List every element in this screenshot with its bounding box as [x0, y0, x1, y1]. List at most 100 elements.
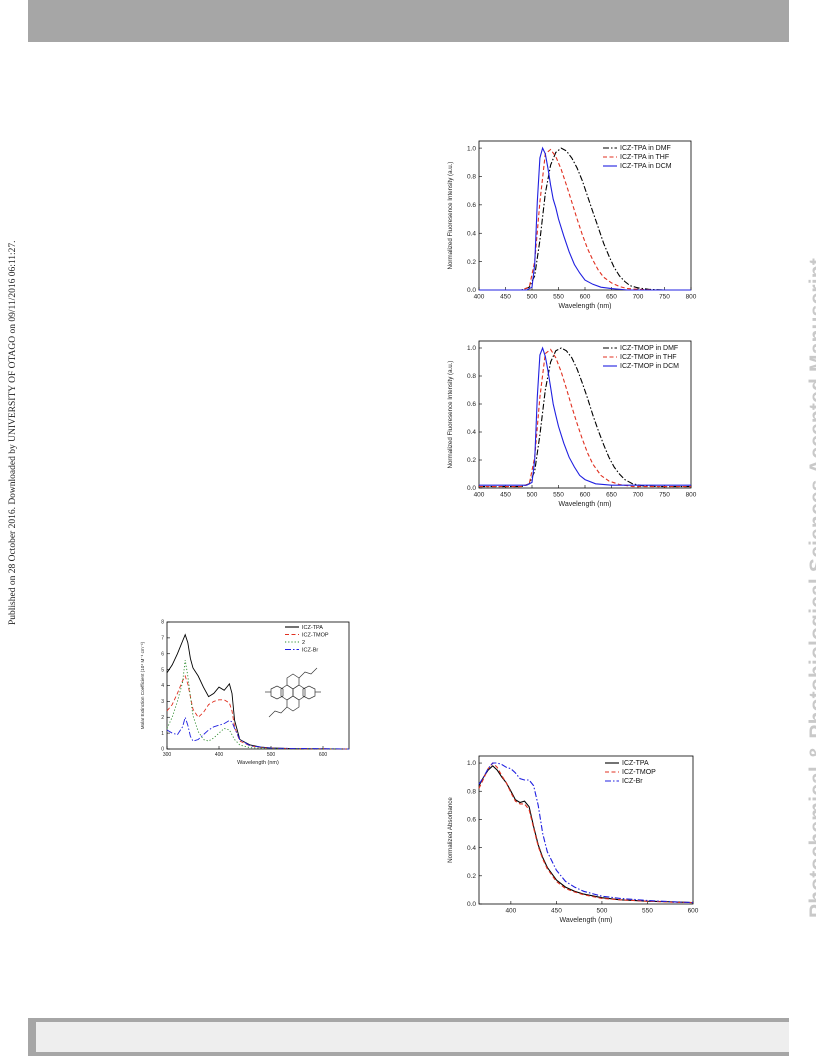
y-tick-label: 0.0 — [467, 901, 476, 908]
y-axis-label: Normalized Fluoresence Intensity (a.u.) — [447, 361, 454, 469]
chart-molar-absorption: 300 400 500 600 0 1 2 3 4 5 6 7 8 Wavelength (nm) Mola… — [140, 620, 350, 766]
series-line-2 — [479, 348, 691, 488]
y-tick-label: 0.2 — [467, 457, 476, 464]
chart-fluorescence-tpa: 400 450 500 550 600 650 700 750 800 0.0 0.2 0.4 0.6 0… — [447, 140, 697, 310]
series-line-1 — [166, 633, 350, 750]
x-tick-label: 400 — [215, 752, 224, 758]
figure-fluorescence-tmop: 400 450 500 550 600 650 700 750 800 0.0 0.2 0.4 0.6 0… — [443, 331, 700, 517]
series-line-3 — [478, 762, 694, 904]
x-tick-label: 400 — [474, 294, 485, 301]
series-line-2 — [478, 762, 694, 904]
x-tick-label: 800 — [686, 492, 697, 499]
series-line-2 — [166, 674, 350, 750]
x-axis-label: Wavelength (nm) — [558, 501, 611, 508]
y-tick-label: 1.0 — [467, 760, 476, 767]
x-tick-label: 500 — [527, 294, 538, 301]
legend-label: ICZ-TPA in DCM — [620, 163, 672, 170]
x-tick-label: 300 — [163, 752, 172, 758]
x-tick-label: 600 — [319, 752, 328, 758]
x-tick-label: 450 — [500, 492, 511, 499]
series-line-4 — [166, 715, 350, 750]
x-tick-label: 600 — [580, 492, 591, 499]
y-tick-label: 1.0 — [467, 345, 476, 352]
series-line-1 — [479, 347, 691, 488]
y-tick-label: 8 — [161, 620, 164, 626]
series-line-2 — [479, 148, 691, 291]
y-tick-label: 1.0 — [467, 145, 476, 152]
x-tick-label: 450 — [500, 294, 511, 301]
x-tick-label: 500 — [527, 492, 538, 499]
y-axis-label: Normalized Fluoresence Intensity (a.u.) — [447, 162, 454, 270]
legend-label: ICZ-TMOP in DMF — [620, 345, 678, 352]
x-tick-label: 800 — [686, 294, 697, 301]
series-line-1 — [478, 765, 694, 904]
legend-label: ICZ-TMOP in DCM — [620, 363, 679, 370]
y-axis-label: Molar Extinction Coefficient (10⁴ M⁻¹ cm… — [140, 641, 145, 729]
x-tick-label: 500 — [267, 752, 276, 758]
x-tick-label: 600 — [580, 294, 591, 301]
y-tick-label: 1 — [161, 731, 164, 737]
series-line-3 — [479, 346, 691, 486]
y-tick-label: 0.2 — [467, 259, 476, 266]
series-line-1 — [479, 147, 691, 291]
molecule-structure — [265, 667, 321, 718]
y-tick-label: 0.4 — [467, 230, 476, 237]
x-tick-label: 650 — [606, 492, 617, 499]
y-tick-label: 0.2 — [467, 873, 476, 880]
legend-label: ICZ-TMOP — [622, 769, 656, 776]
x-tick-label: 400 — [505, 908, 516, 915]
legend-label: ICZ-TPA in DMF — [620, 145, 671, 152]
y-tick-label: 0.8 — [467, 373, 476, 380]
x-tick-label: 500 — [597, 908, 608, 915]
figure-fluorescence-tpa: 400 450 500 550 600 650 700 750 800 0.0 0.2 0.4 0.6 0… — [443, 131, 700, 317]
y-tick-label: 0.4 — [467, 429, 476, 436]
plot-frame — [478, 755, 694, 905]
series-line-3 — [166, 660, 350, 750]
x-axis-label: Wavelength (nm) — [237, 760, 279, 766]
x-tick-label: 750 — [659, 492, 670, 499]
y-tick-label: 6 — [161, 651, 164, 657]
y-tick-label: 0.4 — [467, 845, 476, 852]
y-tick-label: 0 — [161, 747, 164, 753]
figure-molar-absorption: 300 400 500 600 0 1 2 3 4 5 6 7 8 Wavelength (nm) Mola… — [137, 612, 354, 772]
y-axis-label: Normalized Absorbance — [447, 797, 454, 863]
y-tick-label: 2 — [161, 715, 164, 721]
legend-label: ICZ-TPA — [622, 760, 649, 767]
legend-label: ICZ-Br — [622, 778, 643, 785]
x-tick-label: 400 — [474, 492, 485, 499]
x-tick-label: 450 — [551, 908, 562, 915]
x-tick-label: 550 — [553, 492, 564, 499]
y-tick-label: 3 — [161, 699, 164, 705]
legend-label: ICZ-TMOP in THF — [620, 354, 677, 361]
x-tick-label: 600 — [688, 908, 699, 915]
x-tick-label: 700 — [633, 294, 644, 301]
x-tick-label: 550 — [642, 908, 653, 915]
chart-fluorescence-tmop: 400 450 500 550 600 650 700 750 800 0.0 0.2 0.4 0.6 0… — [447, 340, 697, 508]
chart-normalized-absorbance: 400 450 500 550 600 0.0 0.2 0.4 0.6 0.8 1.0 Wavelen… — [447, 755, 699, 924]
journal-watermark: Photochemical & Photobiological Sciences… — [806, 257, 816, 918]
plot-frame — [166, 621, 350, 750]
legend-label: 2 — [302, 640, 305, 646]
series-line-3 — [479, 146, 691, 291]
legend-label: ICZ-TMOP — [302, 633, 329, 639]
y-tick-label: 0.8 — [467, 788, 476, 795]
y-tick-label: 0.0 — [467, 287, 476, 294]
y-tick-label: 0.6 — [467, 817, 476, 824]
x-tick-label: 700 — [633, 492, 644, 499]
footer-panel — [36, 1022, 789, 1052]
y-tick-label: 0.0 — [467, 485, 476, 492]
x-axis-label: Wavelength (nm) — [559, 917, 612, 924]
legend-label: ICZ-Br — [302, 648, 318, 654]
y-tick-label: 5 — [161, 667, 164, 673]
y-tick-label: 7 — [161, 636, 164, 642]
publication-note: Published on 28 October 2016. Downloaded… — [8, 240, 18, 626]
y-tick-label: 0.6 — [467, 202, 476, 209]
y-tick-label: 0.6 — [467, 401, 476, 408]
x-tick-label: 650 — [606, 294, 617, 301]
y-tick-label: 4 — [161, 683, 164, 689]
x-axis-label: Wavelength (nm) — [558, 303, 611, 310]
legend-label: ICZ-TPA — [302, 625, 323, 631]
header-bar — [28, 0, 789, 42]
figure-normalized-absorbance: 400 450 500 550 600 0.0 0.2 0.4 0.6 0.8 1.0 Wavelen… — [443, 744, 700, 930]
y-tick-label: 0.8 — [467, 174, 476, 181]
